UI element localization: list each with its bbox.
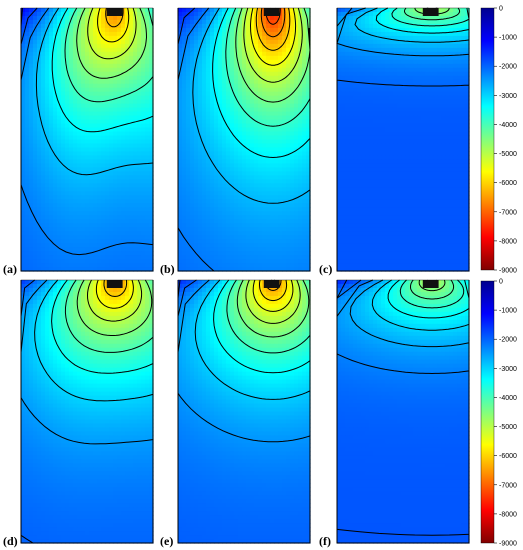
contour-line bbox=[249, 7, 297, 66]
contour-panel-d: (d) bbox=[3, 279, 154, 548]
colorbar-tick-label: -8000 bbox=[499, 238, 517, 245]
colorbar-gradient bbox=[481, 281, 494, 543]
colorbar-2: 0 -1000 -2000 -3000 -4000 -5000 -6000 -7000 -800… bbox=[480, 279, 517, 548]
source-block bbox=[422, 280, 439, 288]
contour-fill bbox=[337, 8, 470, 272]
contour-line bbox=[87, 7, 137, 60]
contour-line bbox=[403, 7, 461, 21]
source-block bbox=[263, 8, 280, 16]
panel-frame bbox=[177, 279, 311, 544]
contour-line bbox=[354, 7, 470, 43]
colorbar-tick-label: -4000 bbox=[499, 122, 517, 129]
colorbar-tick-label: 0 bbox=[499, 279, 503, 286]
contour-line bbox=[375, 7, 470, 34]
contour-line bbox=[349, 279, 470, 348]
contour-line bbox=[336, 7, 470, 57]
contour-line bbox=[336, 279, 470, 375]
colorbar-tick-label: -3000 bbox=[499, 366, 517, 373]
source-block bbox=[263, 280, 280, 288]
contour-line bbox=[76, 7, 148, 79]
contour-line bbox=[97, 7, 130, 43]
colorbar-tick-label: -7000 bbox=[499, 209, 517, 216]
source-block bbox=[422, 8, 439, 16]
colorbar-tick-label: -8000 bbox=[499, 511, 517, 518]
contour-fill bbox=[178, 280, 311, 544]
colorbar-tick-label: -5000 bbox=[499, 151, 517, 158]
contour-fill bbox=[21, 8, 154, 272]
source-block bbox=[106, 8, 123, 16]
colorbar-tick-label: -1000 bbox=[499, 308, 517, 315]
panel-frame bbox=[20, 7, 154, 272]
panel-label: (a) bbox=[3, 262, 17, 276]
colorbar-tick-label: -4000 bbox=[499, 395, 517, 402]
contour-line bbox=[64, 7, 154, 103]
contour-line bbox=[225, 7, 311, 127]
colorbar-tick-label: -7000 bbox=[499, 482, 517, 489]
colorbar-tick-label: -9000 bbox=[499, 268, 517, 275]
colorbar-frame bbox=[480, 7, 495, 271]
contour-line bbox=[259, 279, 288, 302]
colorbar-1: 0 -1000 -2000 -3000 -4000 -5000 -6000 -7000 -800… bbox=[480, 6, 517, 275]
contour-line bbox=[235, 7, 311, 103]
contour-line bbox=[387, 279, 470, 319]
contour-panel-a: (a) bbox=[3, 7, 154, 276]
contour-line bbox=[236, 279, 310, 338]
contour-line bbox=[95, 279, 134, 309]
panel-frame bbox=[20, 279, 154, 544]
panel-frame bbox=[336, 7, 470, 272]
colorbar-frame bbox=[480, 280, 495, 544]
contour-line bbox=[213, 279, 311, 374]
contour-panel-e: (e) bbox=[160, 279, 311, 548]
contour-line bbox=[371, 279, 470, 331]
colorbar-tick-label: -9000 bbox=[499, 541, 517, 548]
colorbar-tick-label: 0 bbox=[499, 6, 503, 13]
panel-label: (f) bbox=[319, 534, 331, 548]
contour-line bbox=[226, 279, 311, 354]
colorbar-tick-label: -2000 bbox=[499, 64, 517, 71]
source-block bbox=[106, 280, 123, 288]
contour-line bbox=[399, 279, 465, 309]
colorbar-tick-label: -5000 bbox=[499, 424, 517, 431]
colorbar-tick-label: -6000 bbox=[499, 453, 517, 460]
contour-line bbox=[245, 279, 301, 324]
colorbar-gradient bbox=[481, 8, 494, 270]
contour-line bbox=[336, 7, 470, 87]
panel-frame bbox=[177, 7, 311, 272]
panel-label: (b) bbox=[160, 262, 175, 276]
contour-fill bbox=[21, 280, 154, 544]
colorbar-tick-label: -1000 bbox=[499, 35, 517, 42]
contour-fill bbox=[337, 280, 470, 544]
contour-line bbox=[51, 7, 154, 133]
contour-line bbox=[105, 7, 124, 28]
contour-line bbox=[64, 279, 154, 353]
colorbar-tick-label: -3000 bbox=[499, 93, 517, 100]
contour-line bbox=[255, 7, 291, 51]
panel-label: (c) bbox=[319, 262, 332, 276]
contour-line bbox=[391, 7, 470, 27]
contour-line bbox=[76, 279, 153, 336]
contour-line bbox=[409, 279, 455, 300]
panel-label: (d) bbox=[3, 534, 18, 548]
contour-panel-b: (b) bbox=[160, 7, 311, 276]
contour-line bbox=[260, 7, 286, 38]
panel-label: (e) bbox=[160, 534, 173, 548]
contour-line bbox=[51, 279, 154, 374]
contour-panel-c: (c) bbox=[319, 7, 470, 276]
contour-line bbox=[34, 279, 154, 402]
colorbar-tick-label: -6000 bbox=[499, 180, 517, 187]
panel-frame bbox=[336, 279, 470, 544]
colorbar-tick-label: -2000 bbox=[499, 337, 517, 344]
contour-panel-f: (f) bbox=[319, 279, 470, 548]
contour-line bbox=[243, 7, 303, 83]
contour-line bbox=[418, 279, 446, 292]
contour-fill bbox=[178, 8, 311, 272]
contour-line bbox=[252, 279, 294, 312]
contour-line bbox=[86, 279, 143, 322]
contour-line bbox=[103, 279, 128, 298]
